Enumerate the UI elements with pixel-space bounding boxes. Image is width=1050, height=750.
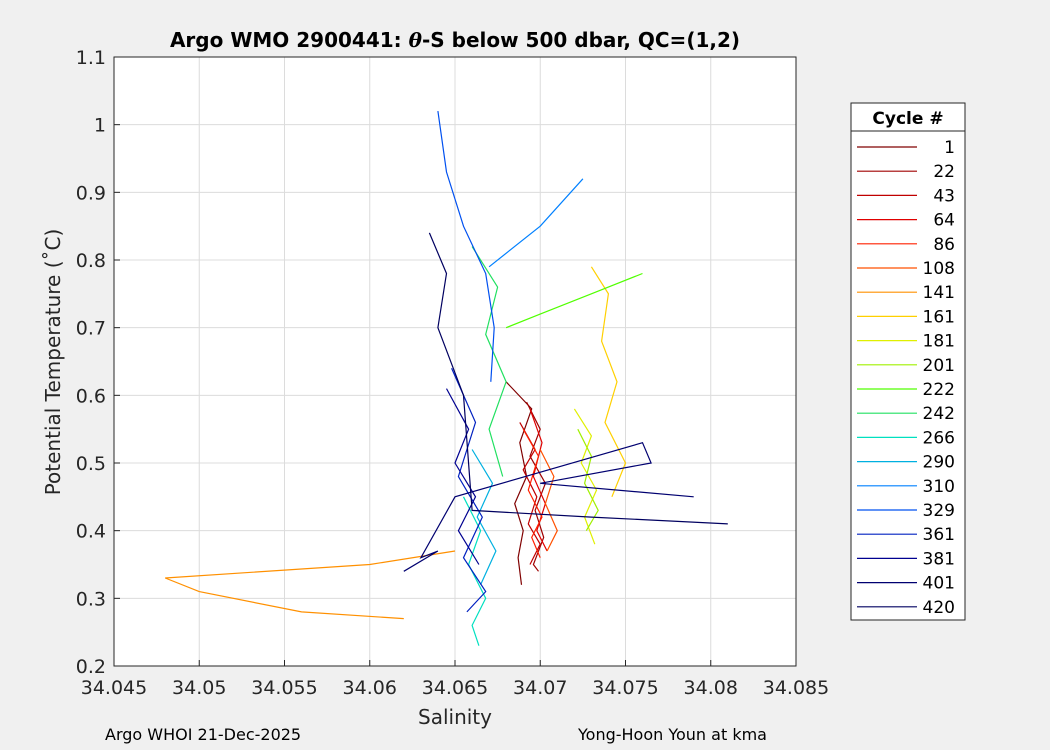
x-tick-label: 34.065 [422,677,488,699]
y-axis-label: Potential Temperature (˚C) [41,229,65,496]
x-tick-label: 34.06 [343,677,397,699]
series-line-266 [462,496,487,646]
y-tick-label: 0.4 [76,521,106,543]
series-line-420 [428,232,728,525]
legend-label-1: 1 [944,138,955,158]
legend-label-201: 201 [923,356,955,376]
series-line-161 [590,266,627,498]
x-tick-label: 34.07 [513,677,567,699]
legend-label-86: 86 [933,235,955,255]
legend-label-64: 64 [933,211,955,231]
chart-title: Argo WMO 2900441: θ-S below 500 dbar, QC… [170,28,740,52]
legend-label-141: 141 [923,283,955,303]
series-line-290 [471,449,497,586]
legend-label-222: 222 [923,380,955,400]
legend-label-381: 381 [923,549,955,569]
legend-label-361: 361 [923,525,955,545]
legend-label-310: 310 [923,477,955,497]
y-tick-label: 0.5 [76,453,106,475]
series-line-1 [505,381,533,585]
legend-label-329: 329 [923,501,955,521]
legend-label-420: 420 [923,598,955,618]
y-tick-label: 0.6 [76,385,106,407]
series-line-361 [451,368,487,613]
legend-label-290: 290 [923,453,955,473]
y-tick-label: 0.9 [76,182,106,204]
legend-items: 1 22 43 64 86 108 141 161 181 201 222 242 266 290 310 3… [857,138,955,618]
series-line-108 [539,449,558,552]
series-line-329 [437,111,495,382]
legend-label-22: 22 [933,162,955,182]
footer-left-credit: Argo WHOI 21-Dec-2025 [105,725,302,744]
y-tick-label: 0.7 [76,318,106,340]
x-tick-label: 34.075 [592,677,658,699]
x-tick-label: 34.085 [763,677,829,699]
x-tick-label: 34.055 [251,677,317,699]
legend-label-108: 108 [923,259,955,279]
y-tick-label: 1 [94,115,106,137]
series-line-222 [505,272,643,329]
x-tick-label: 34.08 [684,677,738,699]
legend-label-401: 401 [923,574,955,594]
axis-ticks: 34.045 34.05 34.055 34.06 34.065 34.07 34.075 3… [76,47,829,699]
series-line-181 [573,408,598,545]
legend-title: Cycle # [872,109,943,129]
legend-label-266: 266 [923,428,955,448]
legend-label-242: 242 [923,404,955,424]
series-line-401 [403,441,694,572]
series-line-141 [164,550,456,620]
series-layer [164,111,728,646]
legend: Cycle # 1 22 43 64 86 108 141 161 181 201 222 242 26… [850,102,966,621]
series-line-381 [445,388,480,565]
x-tick-label: 34.045 [81,677,147,699]
y-tick-label: 0.8 [76,250,106,272]
series-line-310 [488,178,584,268]
footer-right-credit: Yong-Hoon Youn at kma [578,725,767,744]
legend-label-43: 43 [933,186,955,206]
x-axis-label: Salinity [418,705,492,729]
series-line-64 [529,408,548,552]
y-tick-label: 0.3 [76,588,106,610]
y-tick-label: 1.1 [76,47,106,69]
series-line-242 [471,246,507,477]
y-tick-label: 0.2 [76,656,106,678]
x-tick-label: 34.05 [172,677,226,699]
series-line-86 [522,428,543,558]
legend-label-181: 181 [923,332,955,352]
legend-label-161: 161 [923,307,955,327]
